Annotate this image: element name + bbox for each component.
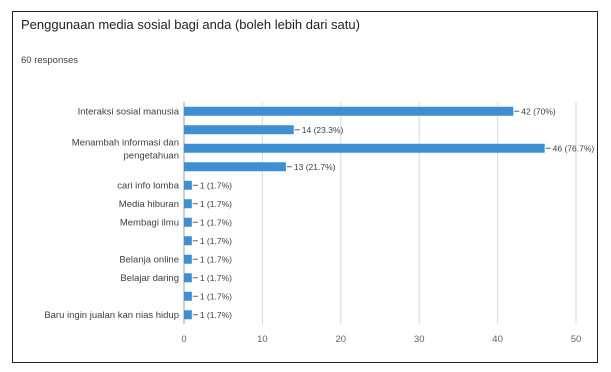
chart-title: Penggunaan media sosial bagi anda (boleh… xyxy=(21,17,360,32)
bar xyxy=(184,310,192,320)
category-label: Menambah informasi dan pengetahuan xyxy=(72,137,179,161)
category-label: Baru ingin jualan kan nias hidup xyxy=(44,310,179,321)
x-tick-label: 30 xyxy=(414,334,425,345)
bar xyxy=(184,199,192,209)
bar xyxy=(184,217,192,227)
data-label: 42 (70%) xyxy=(521,106,556,116)
bar xyxy=(184,273,192,283)
data-label: 1 (1.7%) xyxy=(200,236,232,246)
category-label: cari info lomba xyxy=(117,180,179,191)
bar xyxy=(184,162,286,172)
bottom-margin xyxy=(0,363,611,372)
category-label: Belajar daring xyxy=(120,273,179,284)
bar xyxy=(184,106,514,116)
category-label: Belanja online xyxy=(119,254,179,265)
data-label: 1 (1.7%) xyxy=(200,291,232,301)
category-label: Membagi ilmu xyxy=(120,217,179,228)
data-label: 1 (1.7%) xyxy=(200,310,232,320)
bar xyxy=(184,291,192,301)
data-label: 13 (21.7%) xyxy=(294,162,336,172)
bar xyxy=(184,125,294,135)
data-label: 1 (1.7%) xyxy=(200,273,232,283)
chart-frame xyxy=(12,11,598,363)
bar xyxy=(184,254,192,264)
bar xyxy=(184,180,192,190)
data-label: 1 (1.7%) xyxy=(200,217,232,227)
data-label: 1 (1.7%) xyxy=(200,180,232,190)
x-tick-label: 20 xyxy=(336,334,347,345)
x-tick-label: 10 xyxy=(257,334,268,345)
data-label: 14 (23.3%) xyxy=(302,125,344,135)
bar xyxy=(184,236,192,246)
data-label: 1 (1.7%) xyxy=(200,254,232,264)
category-label: Media hiburan xyxy=(119,199,179,210)
data-label: 1 (1.7%) xyxy=(200,199,232,209)
category-label: Interaksi sosial manusia xyxy=(78,106,180,117)
data-label: 46 (76.7%) xyxy=(553,143,595,153)
bar xyxy=(184,143,545,153)
x-tick-label: 0 xyxy=(181,334,186,345)
x-tick-label: 40 xyxy=(492,334,503,345)
responses-count: 60 responses xyxy=(21,55,79,66)
x-tick-label: 50 xyxy=(571,334,582,345)
